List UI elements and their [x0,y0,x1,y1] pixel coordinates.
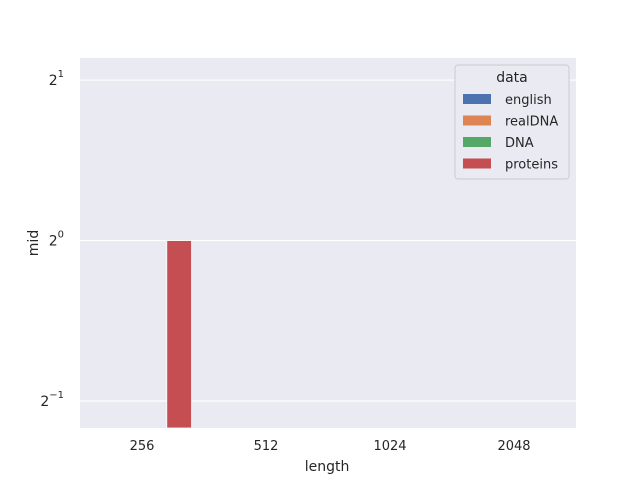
y-tick-base: 2 [49,234,58,250]
legend-swatch-proteins [463,158,491,169]
legend-label-DNA: DNA [505,136,534,151]
legend-swatch-DNA [463,137,491,147]
legend-swatch-english [463,94,491,104]
legend-swatch-realDNA [463,115,491,126]
legend: data english realDNA DNA proteins [454,64,570,180]
y-tick-exponent: 1 [58,69,64,80]
y-tick-base: 2 [40,394,49,410]
y-axis-label: mid [26,230,42,256]
bar-proteins-256 [166,240,193,429]
legend-label-english: english [505,93,552,108]
y-tick-exponent: −1 [49,390,64,401]
legend-label-proteins: proteins [505,158,558,173]
x-tick-label: 512 [254,439,279,454]
y-tick-label: 20 [49,230,64,250]
y-tick-label: 2−1 [40,390,64,410]
legend-box [454,64,570,180]
y-tick-label: 21 [49,69,64,89]
legend-items: english realDNA DNA proteins [463,93,558,173]
y-tick-base: 2 [49,73,58,89]
bars [166,240,193,429]
x-axis-label: length [305,459,350,475]
legend-title: data [496,70,528,86]
x-tick-label: 1024 [373,439,406,454]
x-axis-ticks: 256 512 1024 2048 [130,439,531,454]
legend-label-realDNA: realDNA [505,115,558,130]
x-tick-label: 2048 [497,439,530,454]
y-tick-exponent: 0 [58,230,64,241]
x-tick-label: 256 [130,439,155,454]
